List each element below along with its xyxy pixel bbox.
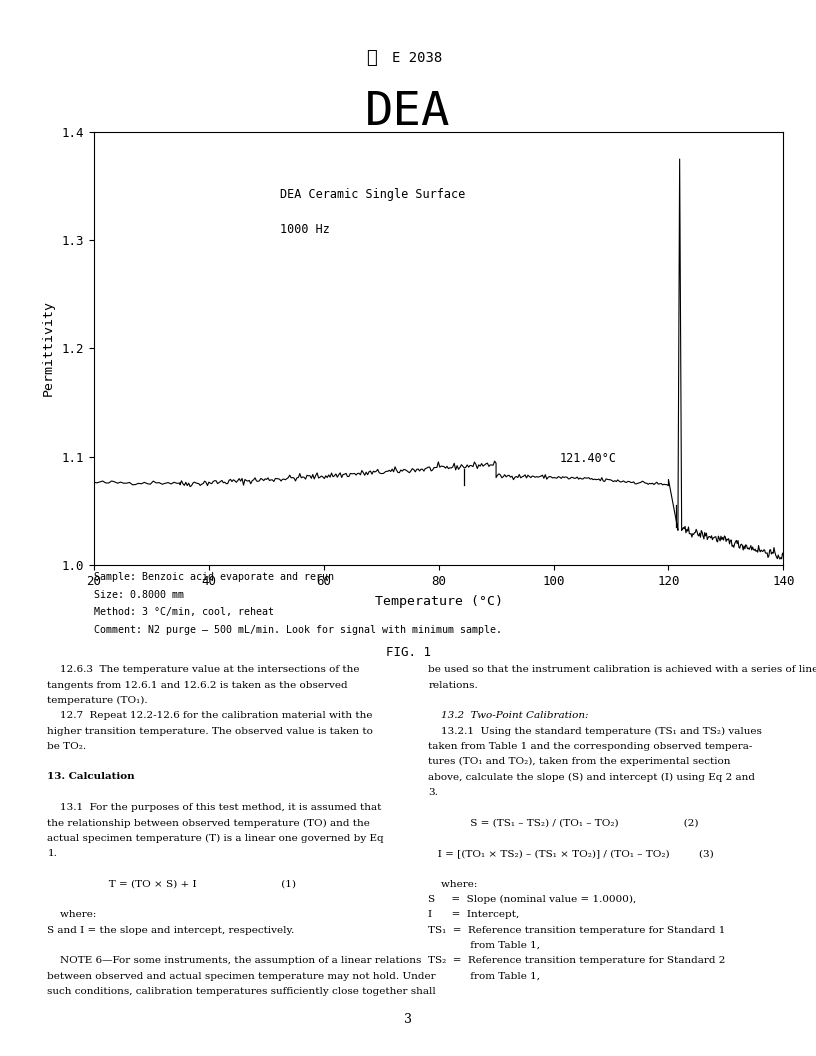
X-axis label: Temperature (°C): Temperature (°C) bbox=[375, 595, 503, 607]
Text: taken from Table 1 and the corresponding observed tempera-: taken from Table 1 and the corresponding… bbox=[428, 741, 753, 751]
Text: between observed and actual specimen temperature may not hold. Under: between observed and actual specimen tem… bbox=[47, 972, 436, 981]
Text: 13. Calculation: 13. Calculation bbox=[47, 773, 135, 781]
Text: DEA Ceramic Single Surface: DEA Ceramic Single Surface bbox=[280, 188, 465, 202]
Text: from Table 1,: from Table 1, bbox=[428, 941, 540, 950]
Text: 12.7  Repeat 12.2-12.6 for the calibration material with the: 12.7 Repeat 12.2-12.6 for the calibratio… bbox=[47, 712, 373, 720]
Text: higher transition temperature. The observed value is taken to: higher transition temperature. The obser… bbox=[47, 727, 373, 736]
Text: such conditions, calibration temperatures sufficiently close together shall: such conditions, calibration temperature… bbox=[47, 986, 436, 996]
Text: Sample: Benzoic acid evaporate and rerun: Sample: Benzoic acid evaporate and rerun bbox=[94, 572, 334, 582]
Text: 3.: 3. bbox=[428, 788, 438, 797]
Text: S and I = the slope and intercept, respectively.: S and I = the slope and intercept, respe… bbox=[47, 925, 295, 935]
Text: Size: 0.8000 mm: Size: 0.8000 mm bbox=[94, 589, 184, 600]
Text: where:: where: bbox=[428, 880, 478, 889]
Text: be used so that the instrument calibration is achieved with a series of linear: be used so that the instrument calibrati… bbox=[428, 665, 816, 675]
Text: NOTE 6—For some instruments, the assumption of a linear relations: NOTE 6—For some instruments, the assumpt… bbox=[47, 957, 422, 965]
Text: I      =  Intercept,: I = Intercept, bbox=[428, 910, 520, 920]
Text: Method: 3 °C/min, cool, reheat: Method: 3 °C/min, cool, reheat bbox=[94, 607, 274, 617]
Text: Ⓜ: Ⓜ bbox=[366, 49, 377, 68]
Text: I = [(TO₁ × TS₂) – (TS₁ × TO₂)] / (TO₁ – TO₂)         (3): I = [(TO₁ × TS₂) – (TS₁ × TO₂)] / (TO₁ –… bbox=[428, 849, 714, 859]
Text: Comment: N2 purge – 500 mL/min. Look for signal with minimum sample.: Comment: N2 purge – 500 mL/min. Look for… bbox=[94, 624, 502, 635]
Text: relations.: relations. bbox=[428, 681, 478, 690]
Text: actual specimen temperature (T) is a linear one governed by Eq: actual specimen temperature (T) is a lin… bbox=[47, 834, 384, 843]
Text: above, calculate the slope (S) and intercept (I) using Eq 2 and: above, calculate the slope (S) and inter… bbox=[428, 773, 756, 781]
Text: 13.2  Two-Point Calibration:: 13.2 Two-Point Calibration: bbox=[428, 712, 589, 720]
Text: the relationship between observed temperature (TO) and the: the relationship between observed temper… bbox=[47, 818, 370, 828]
Text: E 2038: E 2038 bbox=[392, 51, 442, 65]
Text: from Table 1,: from Table 1, bbox=[428, 972, 540, 981]
Text: 13.2.1  Using the standard temperature (TS₁ and TS₂) values: 13.2.1 Using the standard temperature (T… bbox=[428, 727, 762, 736]
Text: tangents from 12.6.1 and 12.6.2 is taken as the observed: tangents from 12.6.1 and 12.6.2 is taken… bbox=[47, 681, 348, 690]
Text: 1000 Hz: 1000 Hz bbox=[280, 223, 330, 235]
Y-axis label: Permittivity: Permittivity bbox=[42, 301, 55, 396]
Text: where:: where: bbox=[47, 910, 97, 920]
Text: T = (TO × S) + I                          (1): T = (TO × S) + I (1) bbox=[47, 880, 296, 889]
Text: FIG. 1: FIG. 1 bbox=[385, 646, 431, 659]
Text: be TO₂.: be TO₂. bbox=[47, 741, 86, 751]
Text: 1.: 1. bbox=[47, 849, 57, 859]
Text: 121.40°C: 121.40°C bbox=[559, 452, 616, 466]
Text: 13.1  For the purposes of this test method, it is assumed that: 13.1 For the purposes of this test metho… bbox=[47, 803, 382, 812]
Text: TS₂  =  Reference transition temperature for Standard 2: TS₂ = Reference transition temperature f… bbox=[428, 957, 725, 965]
Text: S = (TS₁ – TS₂) / (TO₁ – TO₂)                    (2): S = (TS₁ – TS₂) / (TO₁ – TO₂) (2) bbox=[428, 818, 698, 828]
Text: tures (TO₁ and TO₂), taken from the experimental section: tures (TO₁ and TO₂), taken from the expe… bbox=[428, 757, 731, 767]
Text: 12.6.3  The temperature value at the intersections of the: 12.6.3 The temperature value at the inte… bbox=[47, 665, 360, 675]
Text: DEA: DEA bbox=[366, 90, 450, 135]
Text: 3: 3 bbox=[404, 1014, 412, 1026]
Text: temperature (TO₁).: temperature (TO₁). bbox=[47, 696, 148, 705]
Text: S     =  Slope (nominal value = 1.0000),: S = Slope (nominal value = 1.0000), bbox=[428, 895, 636, 904]
Text: TS₁  =  Reference transition temperature for Standard 1: TS₁ = Reference transition temperature f… bbox=[428, 925, 725, 935]
